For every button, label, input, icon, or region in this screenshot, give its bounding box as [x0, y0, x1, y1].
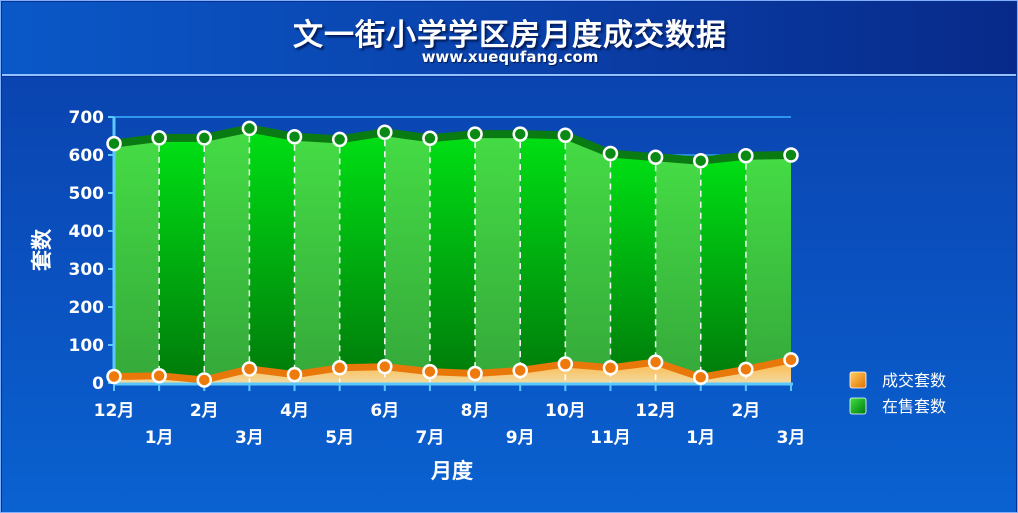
deal-data-point [602, 360, 619, 376]
stock-data-point [422, 130, 438, 147]
deal-data-point [106, 368, 122, 385]
x-tick-label: 2月 [190, 401, 219, 421]
stock-area-band [429, 134, 476, 383]
data-points [106, 120, 799, 388]
stock-area-band [204, 128, 250, 383]
y-tick-label: 600 [69, 146, 105, 166]
y-tick-label: 500 [69, 184, 105, 204]
deal-area [114, 359, 791, 383]
stock-area-band [565, 135, 611, 383]
stock-series-line [113, 124, 792, 165]
stock-area-band [249, 128, 295, 383]
stock-area-band [114, 137, 160, 383]
y-axis-title: 套数 [30, 228, 54, 271]
axis-labels: 0 100 200 300 400 500 600 700 12月 1月 2月 3月 4月 5月 6月 7月 8… [30, 108, 805, 483]
stock-data-point [331, 131, 348, 148]
x-tick-label: 8月 [461, 401, 490, 421]
legend-swatch [849, 371, 867, 389]
x-tick-label: 12月 [635, 401, 676, 421]
stock-data-point [692, 152, 709, 169]
stock-data-point [783, 147, 799, 163]
x-tick-label: 3月 [777, 428, 806, 448]
deal-data-point [692, 369, 709, 386]
stock-area-band [610, 153, 656, 383]
stock-data-point [512, 126, 528, 142]
stock-data-point [557, 127, 574, 143]
stock-area-band [520, 134, 566, 383]
stock-area-band [159, 137, 205, 383]
deal-data-point [738, 361, 754, 378]
x-tick-label: 2月 [731, 401, 760, 421]
stock-data-point [467, 126, 483, 142]
stock-area-band [655, 157, 701, 383]
deal-data-point [331, 360, 348, 376]
stock-area-band [745, 155, 791, 383]
y-tick-label: 300 [69, 260, 105, 280]
deal-data-point [512, 362, 528, 379]
x-tick-label: 5月 [325, 428, 354, 448]
deal-data-point [557, 356, 574, 372]
y-tick-label: 100 [69, 336, 105, 356]
x-tick-label: 6月 [370, 401, 399, 421]
stock-area-band [384, 132, 430, 383]
deal-data-point [377, 358, 393, 375]
deal-data-point [647, 354, 664, 370]
stock-data-point [738, 148, 754, 164]
x-tick-label: 12月 [94, 401, 135, 421]
y-tick-label: 200 [69, 298, 105, 318]
x-tick-label: 11月 [590, 428, 631, 448]
deal-data-point [467, 365, 483, 382]
stock-area-band [700, 155, 746, 383]
chart-subtitle: www.xuequfang.com [421, 48, 599, 66]
x-tick-label: 10月 [545, 401, 586, 421]
deal-data-point [783, 352, 799, 368]
stock-area-band [339, 132, 385, 383]
deal-data-point [241, 361, 258, 377]
chart-title: 文一街小学学区房月度成交数据 [293, 18, 727, 53]
y-tick-label: 0 [92, 374, 104, 394]
deal-data-point [151, 368, 167, 384]
legend-swatch [849, 397, 867, 415]
title-bar: 文一街小学学区房月度成交数据 www.xuequfang.com [2, 2, 1016, 76]
x-tick-label: 1月 [686, 428, 715, 448]
deal-data-point [286, 366, 303, 383]
deal-series-line [113, 356, 792, 384]
stock-area-band [294, 136, 340, 383]
stock-data-point [196, 130, 213, 146]
stock-data-point [241, 120, 258, 137]
legend-label: 在售套数 [882, 397, 946, 416]
stock-data-point [286, 129, 303, 145]
series-lines [113, 124, 792, 384]
stock-data-point [647, 149, 664, 166]
y-tick-label: 400 [69, 222, 105, 242]
area-bands [114, 128, 791, 383]
stock-data-point [151, 130, 167, 146]
x-tick-label: 1月 [145, 428, 174, 448]
deal-data-point [196, 372, 213, 388]
stock-data-point [377, 124, 393, 140]
legend-label: 成交套数 [882, 371, 946, 390]
stock-data-point [106, 135, 122, 152]
x-axis-title: 月度 [430, 459, 473, 483]
y-tick-label: 700 [69, 108, 105, 128]
stock-area-band [475, 134, 521, 383]
x-tick-label: 7月 [416, 428, 445, 448]
x-tick-label: 9月 [506, 428, 535, 448]
deal-data-point [422, 363, 438, 380]
x-tick-label: 4月 [280, 401, 309, 421]
stock-data-point [602, 145, 619, 162]
x-tick-label: 3月 [235, 428, 264, 448]
